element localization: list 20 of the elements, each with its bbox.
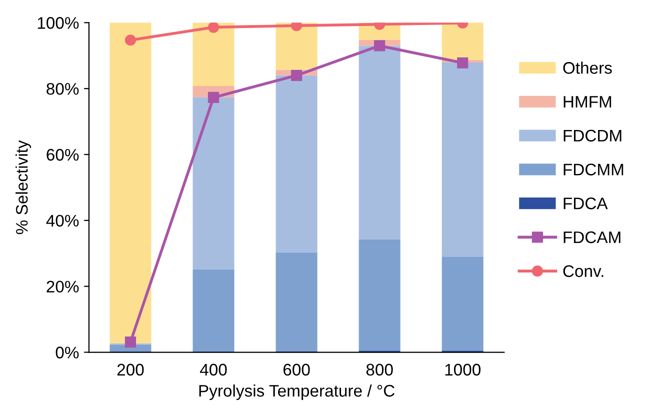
legend-label: FDCA [564,198,608,210]
x-tick-label: 400 [200,364,227,376]
legend-label: Conv. [563,265,604,278]
legend-label: HMFM [564,96,612,108]
y-tick-label: 100% [38,17,79,29]
y-tick-label: 60% [46,148,79,161]
x-axis-title: Pyrolysis Temperature / °C [199,384,394,400]
x-tick-label: 1000 [445,364,481,376]
x-tick-label: 200 [117,364,144,376]
legend-label: FDCDM [564,130,622,142]
y-tick-label: 0% [56,346,79,358]
x-tick-label: 600 [283,364,310,376]
x-tick-label: 800 [366,364,393,376]
y-tick-label: 20% [46,280,79,293]
y-tick-label: 80% [46,82,79,95]
y-tick-label: 40% [46,214,79,227]
legend-label: Others [563,62,612,74]
y-axis-title: % Selectivity [16,140,32,234]
legend-label: FDCAM [564,231,620,244]
legend-label: FDCMM [564,164,624,176]
